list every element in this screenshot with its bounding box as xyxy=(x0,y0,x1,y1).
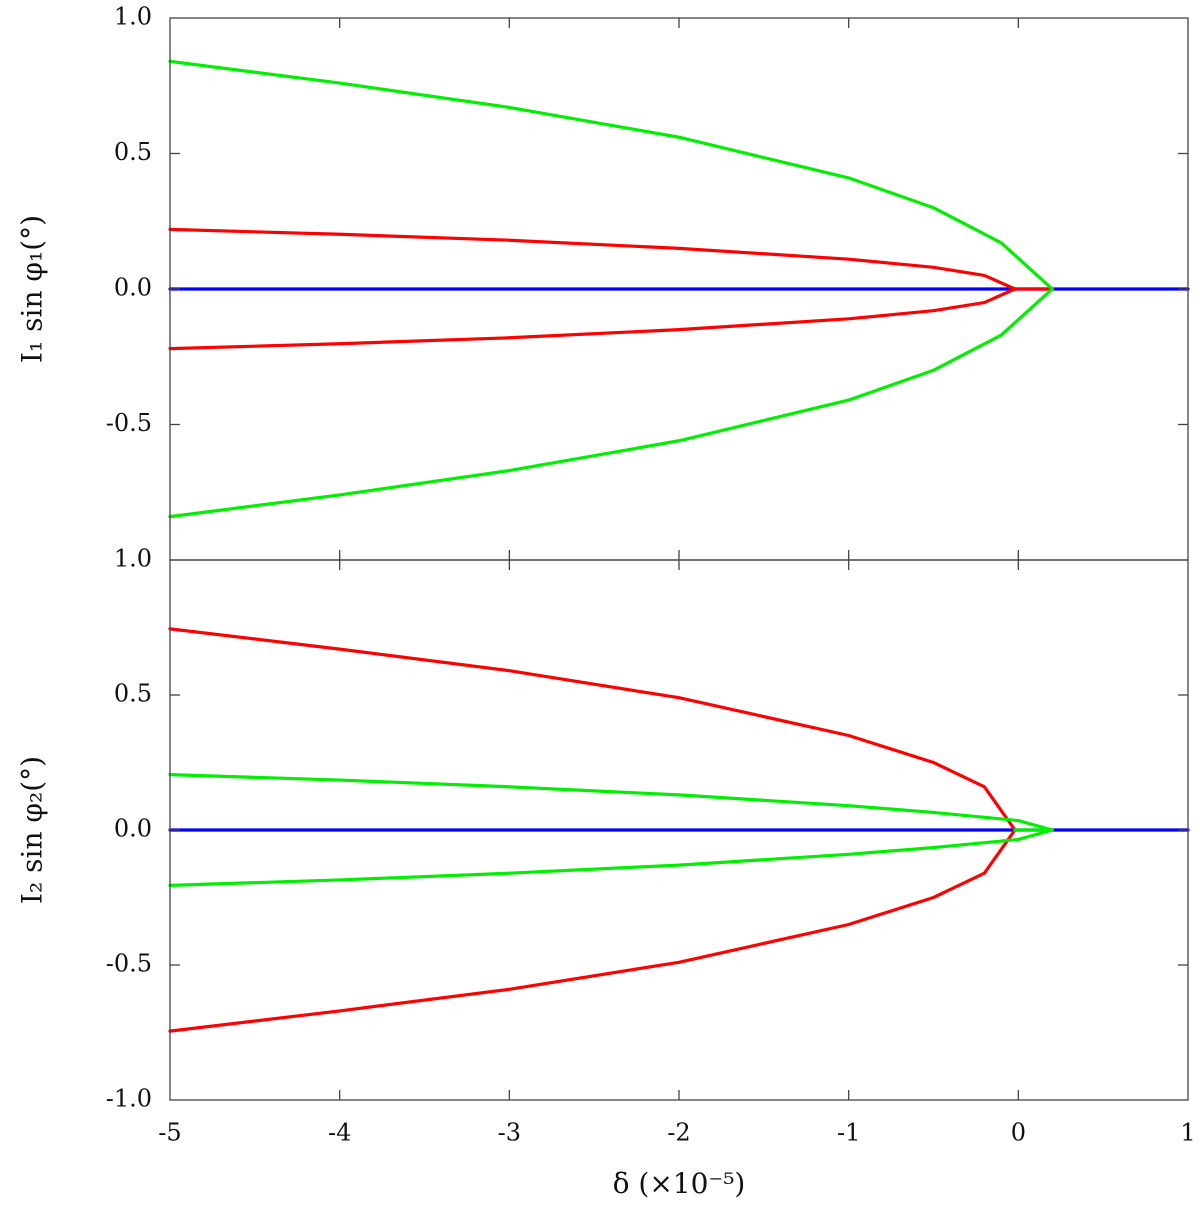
x-tick-label: 1 xyxy=(1180,1119,1195,1147)
bottom-panel: 0.5 0.0 -0.5 -1.0 -5 -4 -3 -2 -1 0 1 I₂ sin φ₂(°)… xyxy=(16,559,1196,1200)
y-tick-label: -0.5 xyxy=(106,950,152,978)
x-tick-label: -2 xyxy=(667,1119,690,1147)
y-tick-label: -1.0 xyxy=(106,1085,152,1113)
y-tick-label: 0.5 xyxy=(114,680,152,708)
x-axis-label: δ (×10⁻⁵) xyxy=(613,1167,746,1200)
top-panel: 1.0 0.5 0.0 -0.5 1.0 I₁ sin φ₁(°) xyxy=(16,3,1190,573)
top-plot-series xyxy=(168,59,1190,519)
x-tick-label: -5 xyxy=(158,1119,181,1147)
bottom-plot-series xyxy=(168,627,1190,1033)
y-tick-label: -0.5 xyxy=(106,409,152,437)
top-y-ticks: 1.0 0.5 0.0 -0.5 1.0 xyxy=(106,3,1188,573)
bottom-x-ticks: -5 -4 -3 -2 -1 0 1 xyxy=(158,560,1196,1147)
x-tick-label: -1 xyxy=(837,1119,860,1147)
top-y-axis-label: I₁ sin φ₁(°) xyxy=(16,215,49,363)
y-tick-label: 1.0 xyxy=(114,545,152,573)
x-tick-label: -4 xyxy=(328,1119,351,1147)
y-tick-label: 0.5 xyxy=(114,138,152,166)
series-line-3 xyxy=(168,59,1054,519)
y-tick-label: 1.0 xyxy=(114,3,152,31)
bottom-y-ticks: 0.5 0.0 -0.5 -1.0 xyxy=(106,680,1188,1113)
bottom-y-axis-label: I₂ sin φ₂(°) xyxy=(16,756,49,904)
y-tick-label: 0.0 xyxy=(114,274,152,302)
x-tick-label: 0 xyxy=(1011,1119,1026,1147)
x-tick-label: -3 xyxy=(498,1119,521,1147)
y-tick-label: 0.0 xyxy=(114,815,152,843)
